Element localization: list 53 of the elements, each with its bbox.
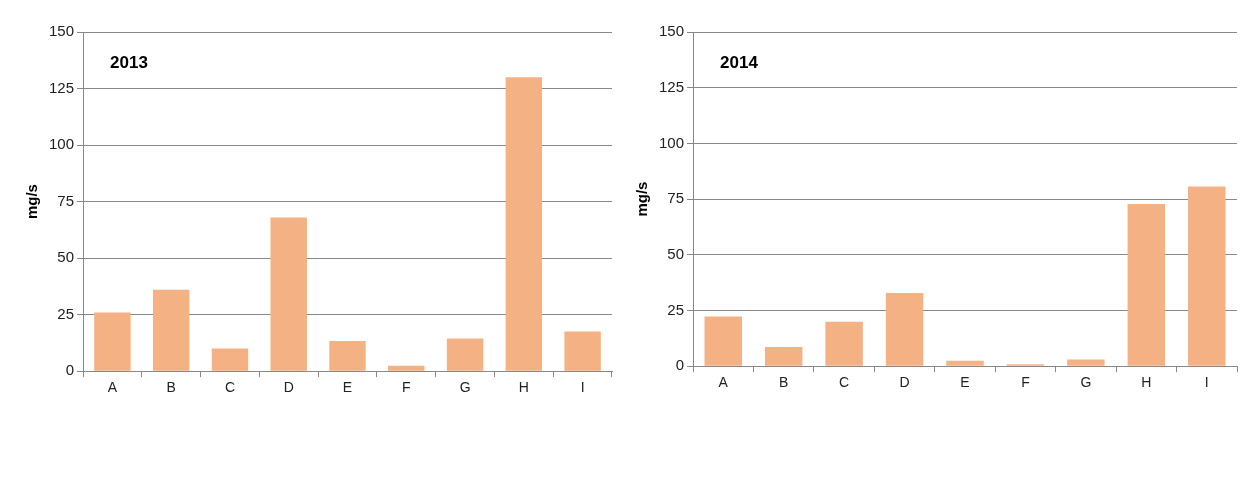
bar bbox=[764, 347, 803, 366]
x-tick-label: E bbox=[960, 374, 970, 391]
bar bbox=[94, 312, 131, 371]
y-tick-label: 25 bbox=[57, 304, 75, 322]
bar bbox=[825, 321, 863, 366]
x-tick-label: H bbox=[1141, 374, 1152, 391]
y-tick-label: 100 bbox=[659, 133, 685, 151]
bar bbox=[946, 360, 984, 366]
x-tick-label: F bbox=[1021, 374, 1030, 391]
y-tick-label: 150 bbox=[49, 22, 75, 40]
y-tick-label: 50 bbox=[57, 248, 75, 266]
bar bbox=[505, 77, 543, 371]
x-tick-label: C bbox=[839, 374, 850, 391]
x-tick-label: G bbox=[1080, 374, 1092, 391]
x-tick-label: D bbox=[899, 374, 910, 391]
x-tick-label: A bbox=[718, 374, 729, 391]
x-tick-label: E bbox=[342, 379, 353, 396]
x-tick-label: G bbox=[459, 379, 471, 396]
y-tick-label: 50 bbox=[667, 244, 685, 262]
y-tick-label: 125 bbox=[49, 78, 75, 96]
bar bbox=[270, 217, 307, 371]
text: 2013 bbox=[110, 52, 148, 72]
y-axis-title: mg/s bbox=[633, 181, 651, 217]
y-tick-label: 0 bbox=[65, 361, 75, 379]
bar bbox=[446, 338, 484, 371]
y-axis-title: mg/s bbox=[23, 184, 41, 220]
y-tick-label: 75 bbox=[57, 191, 75, 209]
x-tick-label: B bbox=[779, 374, 789, 391]
x-tick-label: A bbox=[107, 379, 118, 396]
x-tick-label: C bbox=[224, 379, 236, 396]
bar bbox=[704, 316, 742, 366]
y-tick-label: 25 bbox=[667, 300, 685, 318]
y-tick-label: 75 bbox=[667, 189, 685, 207]
bar bbox=[1188, 186, 1226, 366]
x-tick-label: I bbox=[1204, 374, 1209, 391]
y-tick-label: 125 bbox=[659, 77, 685, 95]
x-tick-label: F bbox=[402, 379, 411, 396]
x-tick-label: D bbox=[283, 379, 294, 396]
y-tick-label: 100 bbox=[49, 135, 75, 153]
bar bbox=[329, 341, 366, 371]
bar bbox=[1067, 359, 1105, 366]
bar bbox=[564, 331, 601, 371]
text: 2014 bbox=[720, 52, 759, 72]
bar bbox=[885, 293, 924, 366]
y-tick-label: 150 bbox=[659, 22, 685, 40]
bar bbox=[1127, 204, 1166, 366]
x-tick-label: B bbox=[166, 379, 176, 396]
bar bbox=[388, 365, 425, 371]
bar bbox=[152, 289, 190, 371]
y-tick-label: 0 bbox=[675, 356, 685, 374]
x-tick-label: I bbox=[580, 379, 585, 396]
x-tick-label: H bbox=[518, 379, 529, 396]
bar bbox=[211, 348, 249, 371]
